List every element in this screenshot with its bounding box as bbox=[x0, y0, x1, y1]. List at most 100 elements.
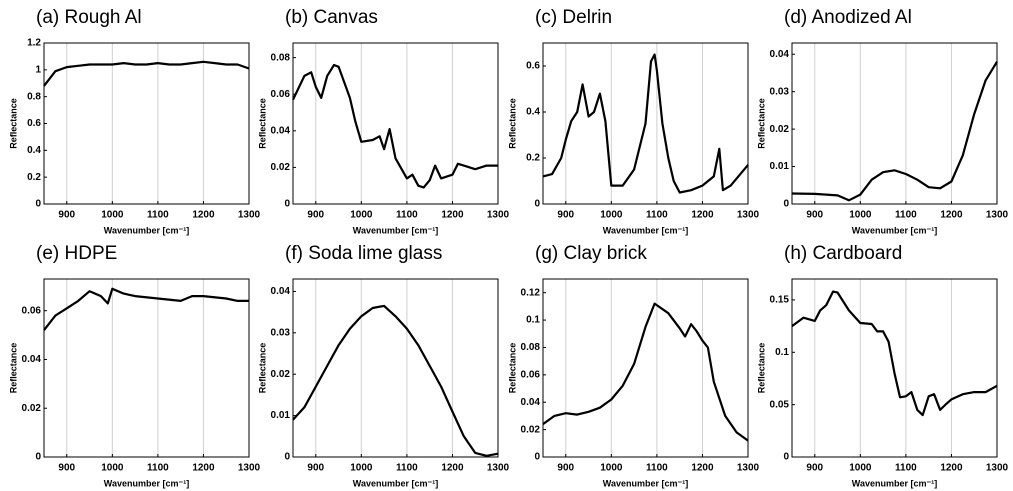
x-tick-label: 1100 bbox=[147, 463, 169, 474]
y-tick-label: 0.06 bbox=[22, 305, 42, 316]
data-line bbox=[43, 287, 249, 331]
x-tick-label: 1300 bbox=[737, 463, 760, 474]
x-tick-label: 1200 bbox=[940, 210, 963, 221]
panel-title: (a) Rough Al bbox=[36, 7, 142, 28]
plot-frame bbox=[791, 42, 998, 205]
x-tick-label: 1000 bbox=[350, 463, 373, 474]
x-tick-label: 900 bbox=[307, 210, 324, 221]
x-tick-label: 1000 bbox=[600, 210, 623, 221]
x-tick-label: 900 bbox=[557, 463, 574, 474]
plot-frame bbox=[542, 42, 749, 205]
data-line bbox=[791, 61, 998, 202]
data-line bbox=[791, 290, 998, 417]
x-tick-label: 1200 bbox=[441, 463, 464, 474]
x-tick-label: 1100 bbox=[396, 210, 418, 221]
x-axis-label: Wavenumber [cm⁻¹] bbox=[353, 225, 438, 235]
x-tick-label: 1200 bbox=[192, 210, 215, 221]
y-tick-label: 0.2 bbox=[526, 153, 540, 164]
y-tick-label: 0.02 bbox=[770, 124, 790, 135]
y-axis-label: Reflectance bbox=[257, 343, 267, 394]
data-line bbox=[43, 60, 250, 87]
plot-frame bbox=[43, 42, 250, 205]
y-tick-label: 0.03 bbox=[271, 327, 291, 338]
x-axis-label: Wavenumber [cm⁻¹] bbox=[852, 225, 937, 235]
x-tick-label: 1000 bbox=[101, 463, 124, 474]
panel-title: (g) Clay brick bbox=[535, 243, 647, 264]
y-axis-label: Reflectance bbox=[8, 98, 18, 149]
x-tick-label: 1300 bbox=[986, 210, 1009, 221]
y-tick-label: 0.08 bbox=[271, 52, 291, 63]
y-tick-label: 0.04 bbox=[271, 125, 291, 136]
x-tick-label: 1100 bbox=[646, 463, 668, 474]
x-tick-label: 900 bbox=[307, 463, 324, 474]
x-tick-label: 1200 bbox=[691, 210, 714, 221]
panel-title: (c) Delrin bbox=[535, 7, 612, 28]
x-tick-label: 900 bbox=[557, 210, 574, 221]
x-axis-label: Wavenumber [cm⁻¹] bbox=[603, 225, 688, 235]
y-tick-label: 0 bbox=[783, 452, 789, 463]
plot-frame bbox=[292, 42, 499, 205]
panel-title: (f) Soda lime glass bbox=[285, 243, 442, 264]
y-tick-label: 0.12 bbox=[521, 287, 541, 298]
panel-title: (d) Anodized Al bbox=[784, 7, 912, 28]
x-tick-label: 1000 bbox=[849, 463, 872, 474]
y-tick-label: 1.2 bbox=[27, 38, 41, 49]
y-tick-label: 0.04 bbox=[22, 354, 42, 365]
y-tick-label: 0 bbox=[783, 199, 789, 210]
x-tick-label: 900 bbox=[58, 210, 75, 221]
y-tick-label: 0.02 bbox=[22, 403, 42, 414]
x-tick-label: 1200 bbox=[441, 210, 464, 221]
x-tick-label: 1100 bbox=[396, 463, 418, 474]
y-tick-label: 0.08 bbox=[521, 342, 541, 353]
x-tick-label: 900 bbox=[806, 210, 823, 221]
y-tick-label: 0.1 bbox=[775, 347, 789, 358]
y-tick-label: 0 bbox=[284, 199, 290, 210]
y-axis-label: Reflectance bbox=[756, 343, 766, 394]
data-line bbox=[542, 53, 749, 194]
x-tick-label: 1300 bbox=[986, 463, 1009, 474]
y-axis-label: Reflectance bbox=[507, 98, 517, 149]
x-tick-label: 1100 bbox=[646, 210, 668, 221]
x-tick-label: 1300 bbox=[238, 210, 261, 221]
y-tick-label: 0 bbox=[35, 452, 41, 463]
x-tick-label: 1300 bbox=[487, 463, 510, 474]
y-tick-label: 0 bbox=[534, 199, 540, 210]
x-tick-label: 1300 bbox=[487, 210, 510, 221]
panel-title: (e) HDPE bbox=[36, 243, 117, 264]
y-tick-label: 0.8 bbox=[27, 91, 41, 102]
plot-frame bbox=[292, 278, 499, 458]
y-tick-label: 0.06 bbox=[271, 89, 291, 100]
y-tick-label: 0.4 bbox=[526, 107, 540, 118]
plot-frame bbox=[43, 278, 250, 458]
y-tick-label: 0.04 bbox=[521, 397, 541, 408]
y-tick-label: 0.2 bbox=[27, 172, 41, 183]
x-axis-label: Wavenumber [cm⁻¹] bbox=[104, 225, 189, 235]
y-tick-label: 0 bbox=[35, 199, 41, 210]
panel-title: (h) Cardboard bbox=[784, 243, 902, 264]
y-tick-label: 0.02 bbox=[271, 369, 291, 380]
x-axis-label: Wavenumber [cm⁻¹] bbox=[603, 478, 688, 488]
y-tick-label: 0.04 bbox=[271, 286, 291, 297]
y-axis-label: Reflectance bbox=[507, 343, 517, 394]
y-tick-label: 0.05 bbox=[770, 399, 790, 410]
panel-title: (b) Canvas bbox=[285, 7, 378, 28]
y-tick-label: 0.06 bbox=[521, 369, 541, 380]
y-tick-label: 0.1 bbox=[526, 315, 540, 326]
y-tick-label: 1 bbox=[35, 64, 41, 75]
x-tick-label: 1100 bbox=[895, 210, 917, 221]
x-tick-label: 1200 bbox=[691, 463, 714, 474]
data-line bbox=[292, 304, 499, 457]
x-tick-label: 900 bbox=[806, 463, 823, 474]
data-line bbox=[542, 302, 749, 442]
y-tick-label: 0.6 bbox=[27, 118, 41, 129]
y-tick-label: 0 bbox=[534, 452, 540, 463]
x-tick-label: 1100 bbox=[147, 210, 169, 221]
y-axis-label: Reflectance bbox=[257, 98, 267, 149]
plot-frame bbox=[542, 278, 749, 458]
x-tick-label: 1000 bbox=[600, 463, 623, 474]
y-tick-label: 0.15 bbox=[770, 295, 790, 306]
y-tick-label: 0.01 bbox=[770, 161, 790, 172]
plot-frame bbox=[791, 278, 998, 458]
y-tick-label: 0.01 bbox=[271, 410, 291, 421]
